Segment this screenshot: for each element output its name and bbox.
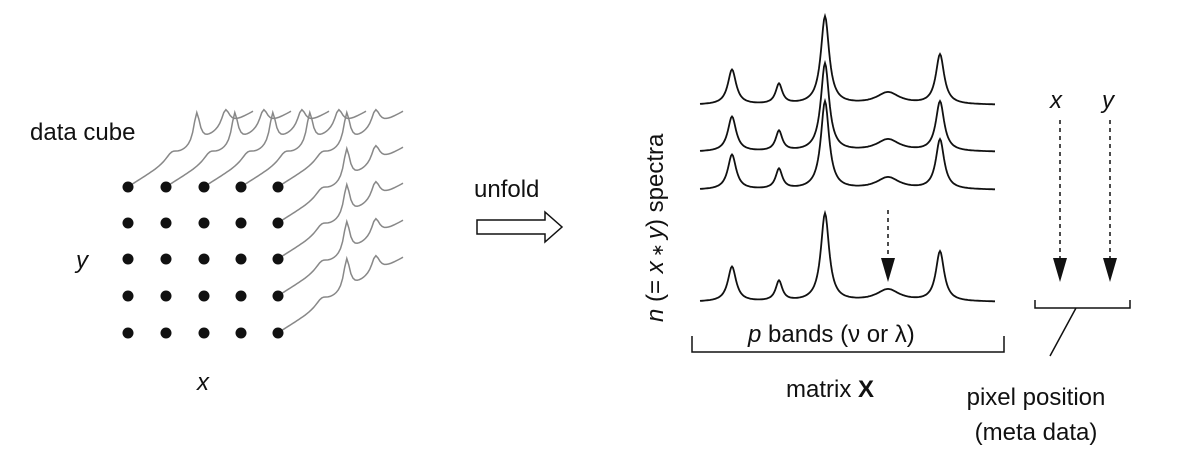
cube-x-label: x [196, 369, 210, 396]
label-part: ∗ [650, 239, 667, 261]
spectrum [699, 97, 995, 191]
cube-spectrum [165, 108, 292, 188]
meta-caption: pixel position [967, 384, 1106, 411]
pixel-dot [160, 181, 172, 193]
label-part: X [858, 376, 874, 403]
pixel-dot [122, 290, 134, 302]
dashed-arrows [887, 120, 1111, 262]
pixel-dot [272, 327, 284, 339]
pixel-dot [272, 290, 284, 302]
cube-spectrum [203, 108, 330, 188]
pixel-dot [235, 217, 247, 229]
unfold-arrow [476, 210, 564, 244]
cube-spectrum [277, 217, 404, 297]
pixel-dot [235, 327, 247, 339]
spectra-matrix [699, 12, 995, 303]
data-cube [122, 108, 404, 339]
cube-y-label: y [74, 247, 90, 274]
cube-spectrum [127, 108, 254, 188]
meta-caption: (meta data) [975, 419, 1098, 446]
pixel-dot [272, 217, 284, 229]
pixel-dot [272, 253, 284, 265]
pixel-dot [198, 327, 210, 339]
matrix-caption: matrix X [786, 376, 874, 403]
label-part: ) spectra [642, 133, 669, 227]
pixel-dot [122, 217, 134, 229]
cube-spectrum [277, 108, 404, 188]
meta-bracket [1034, 300, 1131, 357]
label-part: n [642, 309, 669, 322]
pixel-dot [122, 181, 134, 193]
pixel-dot [235, 253, 247, 265]
cube-spectrum [277, 144, 404, 224]
label-part: (= [642, 273, 669, 308]
pixel-dot [198, 253, 210, 265]
pixel-dot [235, 181, 247, 193]
pixel-dot [160, 327, 172, 339]
pixel-dot [160, 217, 172, 229]
spectrum [699, 12, 995, 106]
pixel-dot [160, 253, 172, 265]
meta-y-label: y [1100, 87, 1116, 114]
label-part: bands (ν or λ) [761, 321, 914, 348]
spectrum [699, 59, 995, 153]
columns-label: p bands (ν or λ) [747, 321, 915, 348]
pixel-dot [198, 217, 210, 229]
unfold-label: unfold [474, 176, 539, 203]
label-part: matrix [786, 376, 858, 403]
arrow-heads [881, 258, 1117, 282]
meta-x-label: x [1049, 87, 1063, 114]
label-part: y [642, 225, 669, 241]
rows-label: n (= x ∗ y) spectra [642, 133, 669, 322]
pixel-dot [272, 181, 284, 193]
cube-title: data cube [30, 119, 135, 146]
pixel-dot [198, 181, 210, 193]
pixel-dot [160, 290, 172, 302]
cube-spectrum [277, 180, 404, 260]
pixel-dot [122, 253, 134, 265]
pixel-dot [122, 327, 134, 339]
columns-bracket [691, 336, 1005, 353]
label-part: x [642, 260, 669, 274]
cube-spectrum [277, 254, 404, 334]
pixel-dot [235, 290, 247, 302]
spectrum [699, 209, 995, 303]
label-part: p [747, 321, 761, 348]
pixel-dot [198, 290, 210, 302]
cube-spectrum [240, 108, 367, 188]
